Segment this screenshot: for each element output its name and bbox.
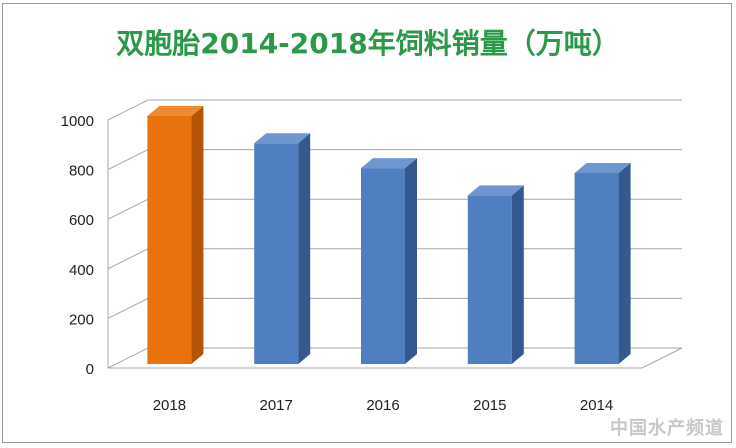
bar-2017 bbox=[254, 133, 311, 364]
y-tick-label: 200 bbox=[69, 311, 94, 328]
bar-top bbox=[574, 163, 631, 174]
y-tick-label: 400 bbox=[69, 262, 94, 279]
bar-top bbox=[254, 133, 311, 144]
bar-side bbox=[298, 133, 311, 364]
bar-front bbox=[574, 173, 619, 364]
bar-top bbox=[467, 185, 524, 196]
bar-top bbox=[361, 158, 417, 169]
x-tick-label: 2015 bbox=[473, 397, 506, 414]
bar-front bbox=[361, 168, 405, 364]
x-tick-label: 2014 bbox=[580, 397, 613, 414]
x-tick-label: 2018 bbox=[153, 397, 186, 414]
bar-2015 bbox=[467, 185, 524, 364]
axis-layer: 0 200 400 600 800 1000 bbox=[61, 113, 94, 378]
gridline bbox=[107, 99, 682, 121]
chart-title: 双胞胎2014-2018年饲料销量（万吨） bbox=[116, 27, 620, 60]
bar-side bbox=[405, 158, 417, 364]
y-tick-label: 0 bbox=[86, 361, 94, 378]
y-tick-label: 600 bbox=[69, 212, 94, 229]
y-tick-label: 1000 bbox=[61, 113, 94, 130]
bar-top bbox=[147, 106, 204, 116]
bar-layer bbox=[147, 106, 631, 364]
bar-side bbox=[191, 106, 204, 364]
label-layer: 2018 2017 2016 2015 2014 bbox=[153, 397, 614, 414]
bar-side bbox=[618, 163, 631, 364]
bar-front bbox=[147, 116, 192, 364]
chart-floor bbox=[107, 347, 683, 369]
bar-side bbox=[511, 185, 524, 364]
bar-2014 bbox=[574, 163, 631, 364]
y-tick-label: 800 bbox=[69, 163, 94, 180]
bar-front bbox=[254, 143, 299, 364]
x-tick-label: 2017 bbox=[260, 397, 293, 414]
x-tick-label: 2016 bbox=[366, 397, 399, 414]
bar-2016 bbox=[361, 158, 417, 364]
bar-front bbox=[467, 195, 512, 364]
watermark-text: 中国水产频道 bbox=[610, 418, 724, 439]
bar-2018 bbox=[147, 106, 204, 364]
